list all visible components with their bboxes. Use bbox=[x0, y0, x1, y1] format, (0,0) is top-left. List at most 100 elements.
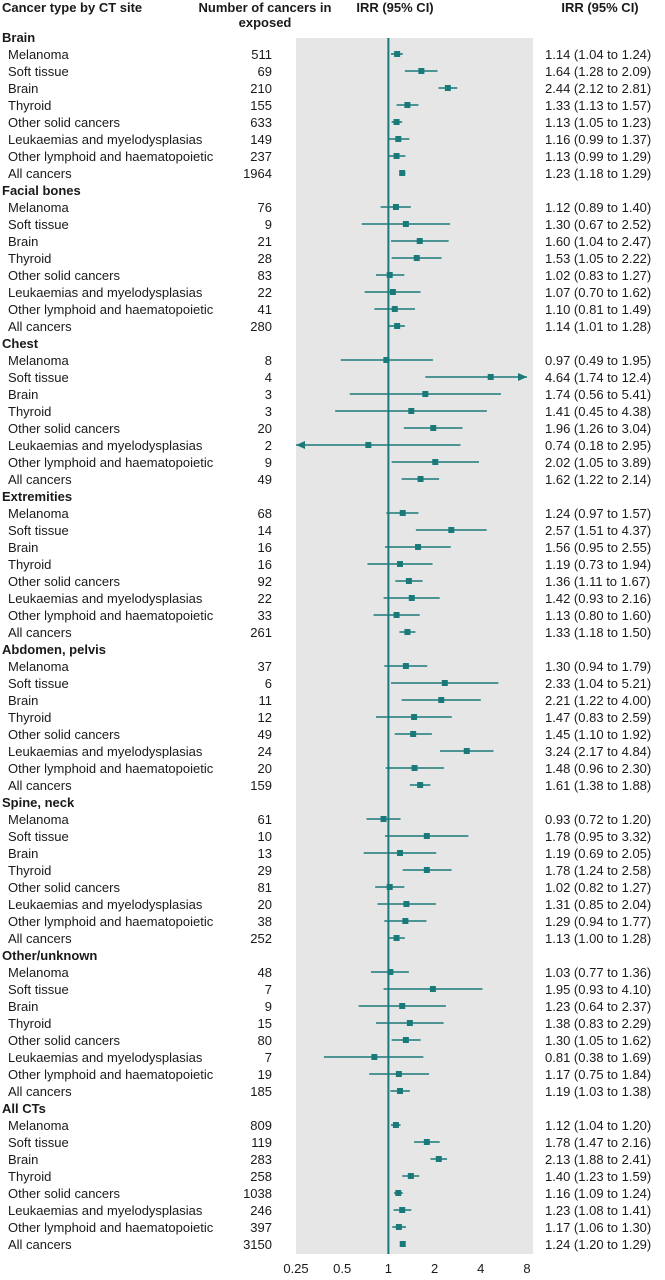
point-estimate bbox=[417, 476, 424, 482]
row-count: 24 bbox=[258, 744, 272, 759]
row-irr-text: 1.17 (0.75 to 1.84) bbox=[545, 1067, 651, 1082]
row-label: Thyroid bbox=[8, 251, 51, 266]
point-estimate bbox=[396, 1088, 403, 1094]
row-label: All cancers bbox=[8, 319, 72, 334]
point-estimate bbox=[386, 272, 393, 278]
row-label: Other lymphoid and haematopoietic bbox=[8, 1067, 214, 1082]
row-count: 258 bbox=[250, 1169, 272, 1184]
row-irr-text: 1.38 (0.83 to 2.29) bbox=[545, 1016, 651, 1031]
row-label: Leukaemias and myelodysplasias bbox=[8, 897, 203, 912]
row-count: 19 bbox=[258, 1067, 272, 1082]
row-label: Brain bbox=[8, 234, 38, 249]
point-estimate bbox=[399, 1241, 406, 1247]
row-irr-text: 1.95 (0.93 to 4.10) bbox=[545, 982, 651, 997]
point-estimate bbox=[408, 408, 415, 414]
point-estimate bbox=[463, 748, 470, 754]
point-estimate bbox=[406, 1020, 413, 1026]
row-label: Soft tissue bbox=[8, 523, 69, 538]
point-estimate bbox=[395, 1190, 402, 1196]
point-estimate bbox=[391, 306, 398, 312]
row-label: All cancers bbox=[8, 625, 72, 640]
group-heading: All CTs bbox=[2, 1101, 46, 1116]
x-tick-label: 0.25 bbox=[283, 1261, 308, 1276]
point-estimate bbox=[430, 425, 437, 431]
row-label: Soft tissue bbox=[8, 676, 69, 691]
row-count: 237 bbox=[250, 149, 272, 164]
row-count: 6 bbox=[265, 676, 272, 691]
row-label: Other solid cancers bbox=[8, 1033, 120, 1048]
row-label: All cancers bbox=[8, 931, 72, 946]
group-heading: Extremities bbox=[2, 489, 72, 504]
point-estimate bbox=[417, 782, 424, 788]
row-irr-text: 1.13 (1.05 to 1.23) bbox=[545, 115, 651, 130]
row-irr-text: 2.02 (1.05 to 3.89) bbox=[545, 455, 651, 470]
row-label: Leukaemias and myelodysplasias bbox=[8, 591, 203, 606]
column-header-number: Number of cancers in exposed bbox=[198, 0, 332, 30]
row-count: 246 bbox=[250, 1203, 272, 1218]
row-count: 61 bbox=[258, 812, 272, 827]
row-irr-text: 1.10 (0.81 to 1.49) bbox=[545, 302, 651, 317]
row-label: Melanoma bbox=[8, 965, 69, 980]
point-estimate bbox=[404, 102, 411, 108]
row-count: 261 bbox=[250, 625, 272, 640]
plot-panel bbox=[296, 38, 533, 1254]
row-label: Thyroid bbox=[8, 404, 51, 419]
row-label: Soft tissue bbox=[8, 64, 69, 79]
row-irr-text: 1.02 (0.83 to 1.27) bbox=[545, 268, 651, 283]
row-irr-text: 2.13 (1.88 to 2.41) bbox=[545, 1152, 651, 1167]
row-count: 69 bbox=[258, 64, 272, 79]
row-label: Melanoma bbox=[8, 812, 69, 827]
row-count: 80 bbox=[258, 1033, 272, 1048]
point-estimate bbox=[392, 1122, 399, 1128]
row-count: 29 bbox=[258, 863, 272, 878]
row-count: 149 bbox=[250, 132, 272, 147]
row-count: 20 bbox=[258, 761, 272, 776]
row-irr-text: 1.36 (1.11 to 1.67) bbox=[545, 574, 650, 589]
row-label: All cancers bbox=[8, 778, 72, 793]
row-label: Brain bbox=[8, 540, 38, 555]
point-estimate bbox=[422, 391, 429, 397]
row-label: Leukaemias and myelodysplasias bbox=[8, 1050, 203, 1065]
row-label: Other solid cancers bbox=[8, 727, 120, 742]
group-heading: Other/unknown bbox=[2, 948, 97, 963]
point-estimate bbox=[395, 136, 402, 142]
row-count: 7 bbox=[265, 1050, 272, 1065]
row-irr-text: 2.57 (1.51 to 4.37) bbox=[545, 523, 651, 538]
point-estimate bbox=[444, 85, 451, 91]
row-count: 48 bbox=[258, 965, 272, 980]
row-irr-text: 1.41 (0.45 to 4.38) bbox=[545, 404, 651, 419]
row-irr-text: 1.19 (0.73 to 1.94) bbox=[545, 557, 651, 572]
row-irr-text: 1.07 (0.70 to 1.62) bbox=[545, 285, 651, 300]
row-irr-text: 1.56 (0.95 to 2.55) bbox=[545, 540, 651, 555]
point-estimate bbox=[393, 935, 400, 941]
row-count: 210 bbox=[250, 81, 272, 96]
point-estimate bbox=[396, 561, 403, 567]
row-label: Thyroid bbox=[8, 1016, 51, 1031]
row-label: Melanoma bbox=[8, 659, 69, 674]
row-label: Other solid cancers bbox=[8, 880, 120, 895]
row-count: 37 bbox=[258, 659, 272, 674]
row-irr-text: 1.23 (1.18 to 1.29) bbox=[545, 166, 651, 181]
point-estimate bbox=[435, 1156, 442, 1162]
row-label: All cancers bbox=[8, 1237, 72, 1252]
point-estimate bbox=[395, 1071, 402, 1077]
point-estimate bbox=[389, 289, 396, 295]
row-count: 1964 bbox=[243, 166, 272, 181]
row-count: 809 bbox=[250, 1118, 272, 1133]
row-count: 38 bbox=[258, 914, 272, 929]
row-label: Melanoma bbox=[8, 353, 69, 368]
row-irr-text: 1.40 (1.23 to 1.59) bbox=[545, 1169, 651, 1184]
row-irr-text: 2.33 (1.04 to 5.21) bbox=[545, 676, 651, 691]
row-count: 633 bbox=[250, 115, 272, 130]
row-label: Other lymphoid and haematopoietic bbox=[8, 761, 214, 776]
point-estimate bbox=[448, 527, 455, 533]
row-irr-text: 1.31 (0.85 to 2.04) bbox=[545, 897, 651, 912]
point-estimate bbox=[423, 1139, 430, 1145]
row-label: Brain bbox=[8, 387, 38, 402]
row-irr-text: 1.48 (0.96 to 2.30) bbox=[545, 761, 651, 776]
row-irr-text: 1.16 (0.99 to 1.37) bbox=[545, 132, 651, 147]
row-count: 12 bbox=[258, 710, 272, 725]
row-count: 3 bbox=[265, 387, 272, 402]
row-count: 3 bbox=[265, 404, 272, 419]
